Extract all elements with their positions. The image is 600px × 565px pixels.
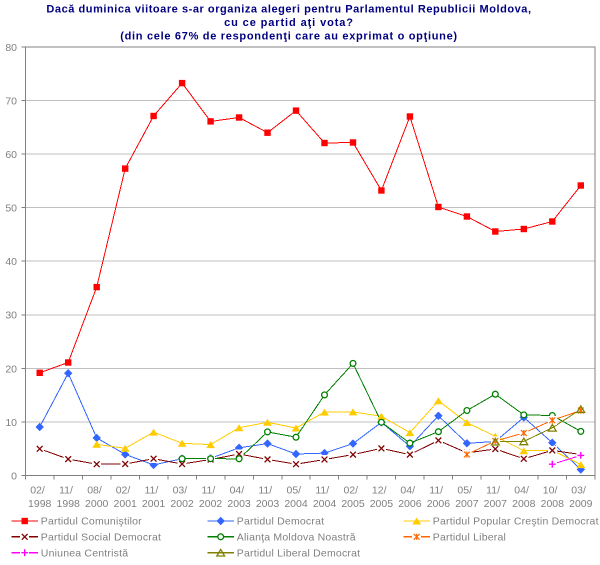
svg-text:12/: 12/ [372,485,387,497]
svg-text:2006: 2006 [427,498,451,510]
svg-text:2002: 2002 [199,498,223,510]
svg-text:11/: 11/ [429,485,443,497]
svg-text:30: 30 [5,310,17,322]
svg-text:2003: 2003 [256,498,280,510]
svg-text:40: 40 [5,256,17,268]
svg-text:2002: 2002 [170,498,194,510]
svg-text:11/: 11/ [486,485,500,497]
svg-text:08/: 08/ [87,485,102,497]
svg-text:05/: 05/ [457,485,472,497]
svg-text:2007: 2007 [455,498,479,510]
svg-text:05/: 05/ [286,485,301,497]
svg-text:10: 10 [5,417,17,429]
svg-text:Alianţa Moldova Noastră: Alianţa Moldova Noastră [237,532,356,544]
svg-text:04/: 04/ [400,485,415,497]
svg-text:Partidul Liberal Democrat: Partidul Liberal Democrat [237,547,360,559]
svg-text:11/: 11/ [201,485,215,497]
svg-text:Partidul Comuniştilor: Partidul Comuniştilor [41,516,142,528]
svg-text:2003: 2003 [227,498,251,510]
svg-text:(din cele 67% de respondenţi c: (din cele 67% de respondenţi care au exp… [120,31,458,43]
svg-text:0: 0 [11,470,17,482]
svg-text:11/: 11/ [59,485,73,497]
svg-text:02/: 02/ [30,485,45,497]
svg-text:60: 60 [5,149,17,161]
svg-text:2001: 2001 [114,498,138,510]
svg-text:2007: 2007 [484,498,508,510]
svg-text:2009: 2009 [569,498,593,510]
svg-text:04/: 04/ [230,485,245,497]
svg-text:10/: 10/ [543,485,558,497]
svg-text:2000: 2000 [85,498,109,510]
svg-text:80: 80 [5,42,17,54]
svg-text:04/: 04/ [514,485,529,497]
svg-text:2008: 2008 [512,498,536,510]
svg-text:11/: 11/ [144,485,158,497]
svg-text:11/: 11/ [258,485,272,497]
svg-text:Dacă duminica viitoare s-ar or: Dacă duminica viitoare s-ar organiza ale… [46,4,531,16]
svg-text:02/: 02/ [343,485,358,497]
svg-text:02/: 02/ [116,485,131,497]
svg-text:11/: 11/ [315,485,329,497]
svg-text:03/: 03/ [571,485,586,497]
svg-text:50: 50 [5,203,17,215]
svg-text:70: 70 [5,96,17,108]
svg-text:2004: 2004 [313,498,337,510]
svg-text:20: 20 [5,363,17,375]
svg-text:03/: 03/ [173,485,188,497]
svg-text:Uniunea Centristă: Uniunea Centristă [41,547,128,559]
svg-text:2001: 2001 [142,498,166,510]
svg-text:2005: 2005 [341,498,365,510]
svg-text:2005: 2005 [370,498,394,510]
svg-text:1998: 1998 [57,498,81,510]
svg-text:Partidul Popular Creştin Democ: Partidul Popular Creştin Democrat [433,516,599,528]
svg-text:2006: 2006 [398,498,422,510]
svg-text:cu ce partid aţi vota?: cu ce partid aţi vota? [224,17,354,29]
svg-text:Partidul Democrat: Partidul Democrat [237,516,324,528]
svg-text:2008: 2008 [541,498,565,510]
svg-text:1998: 1998 [28,498,52,510]
svg-text:Partidul Liberal: Partidul Liberal [433,532,506,544]
svg-text:2004: 2004 [284,498,308,510]
svg-text:Partidul Social Democrat: Partidul Social Democrat [41,532,161,544]
